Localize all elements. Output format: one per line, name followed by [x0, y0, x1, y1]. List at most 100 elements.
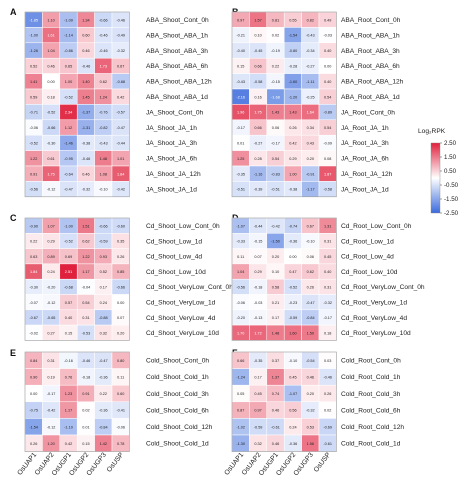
cell-value-label: 0.85	[117, 270, 124, 274]
row-label: Cold_Shoot_Cold_6h	[146, 407, 209, 414]
cell-value-label: -0.46	[82, 359, 91, 363]
panel-c: C -0.90 1.07 -1.00 1.51 -0.66 -0.60 Cd_Shoot_Lo…	[10, 213, 233, 341]
cell-value-label: 1.37	[272, 376, 279, 380]
cell-value-label: -1.46	[64, 142, 73, 146]
cell-value-label: -1.54	[29, 425, 38, 429]
cell-value-label: 1.12	[65, 126, 72, 130]
cell-value-label: -0.42	[271, 224, 280, 228]
row-label: ABA_Root_ABA_12h	[341, 79, 404, 86]
cell-value-label: 0.52	[30, 65, 37, 69]
cell-value-label: 0.54	[82, 301, 89, 305]
cell-value-label: -0.32	[306, 409, 315, 413]
cell-value-label: 0.31	[324, 285, 331, 289]
cell-value-label: -0.30	[47, 142, 56, 146]
cell-value-label: -1.85	[29, 18, 38, 22]
cell-value-label: 0.27	[47, 331, 54, 335]
row-label: Cold_Root_Cold_6h	[341, 407, 401, 414]
cell-value-label: -0.67	[29, 316, 38, 320]
row-label: Cold_Shoot_Cold_3h	[146, 391, 209, 398]
cell-value-label: 0.46	[47, 65, 54, 69]
cell-value-label: -0.84	[306, 316, 315, 320]
row-label: ABA_Shoot_ABA_3h	[146, 48, 208, 55]
cell-value-label: 0.16	[254, 95, 261, 99]
cell-value-label: 0.80	[117, 359, 124, 363]
cell-value-label: 0.11	[237, 255, 244, 259]
panel-frame	[24, 351, 130, 452]
row-label: JA_Shoot_JA_6h	[146, 156, 197, 163]
cell-value-label: -0.12	[47, 188, 56, 192]
row-label: JA_Root_JA_12h	[341, 171, 393, 178]
cell-value-label: 0.55	[289, 18, 296, 22]
cell-value-label: 1.48	[100, 157, 107, 161]
cell-value-label: 1.57	[254, 18, 261, 22]
cell-value-label: 1.75	[254, 111, 261, 115]
cell-value-label: 0.31	[82, 316, 89, 320]
row-label: Cold_Root_Cont_0h	[341, 358, 401, 365]
cell-value-label: -0.39	[254, 188, 263, 192]
cell-value-label: -0.49	[116, 34, 125, 38]
cell-value-label: 1.48	[272, 331, 279, 335]
cell-value-label: 1.23	[65, 392, 72, 396]
cell-value-label: -1.00	[29, 34, 38, 38]
cell-value-label: -1.24	[236, 376, 245, 380]
cell-value-label: -0.17	[47, 392, 56, 396]
row-label: Cold_Shoot_Cont_0h	[146, 358, 209, 365]
cell-value-label: -0.40	[236, 49, 245, 53]
row-label: JA_Root_Cont_0h	[341, 109, 395, 116]
cell-value-label: 1.60	[289, 331, 296, 335]
cell-value-label: -1.50	[271, 240, 280, 244]
row-label: Cd_Root_VeryLow_1d	[341, 299, 407, 306]
cell-value-label: -0.47	[99, 359, 108, 363]
cell-value-label: -0.56	[236, 285, 245, 289]
cell-value-label: 1.25	[237, 157, 244, 161]
cell-value-label: 0.46	[272, 409, 279, 413]
cell-value-label: 1.22	[82, 255, 89, 259]
cell-value-label: 0.66	[254, 65, 261, 69]
cell-value-label: 1.34	[82, 18, 89, 22]
cell-value-label: 1.00	[289, 172, 296, 176]
cell-value-label: 0.17	[254, 376, 261, 380]
panel-e: E 0.84 0.31 -0.16 -0.46 -0.47 0.80 Cold_Shoot_C…	[10, 348, 213, 452]
cell-value-label: -0.42	[47, 409, 56, 413]
cell-value-label: 0.20	[307, 157, 314, 161]
cell-value-label: 0.63	[30, 255, 37, 259]
cell-value-label: 1.61	[47, 34, 54, 38]
cell-value-label: -0.64	[64, 172, 73, 176]
cell-value-label: -0.66	[47, 126, 56, 130]
cell-value-label: 0.17	[272, 316, 279, 320]
cell-value-label: 0.67	[117, 65, 124, 69]
cell-value-label: 0.34	[307, 126, 314, 130]
cell-value-label: -0.27	[254, 142, 263, 146]
cell-value-label: -0.36	[99, 376, 108, 380]
cell-value-label: 0.26	[307, 285, 314, 289]
cell-value-label: 0.01	[237, 142, 244, 146]
cell-value-label: 0.20	[117, 331, 124, 335]
cell-value-label: 0.91	[30, 172, 37, 176]
cell-value-label: -0.06	[116, 425, 125, 429]
cell-value-label: 1.70	[237, 331, 244, 335]
row-label: ABA_Root_ABA_6h	[341, 63, 400, 70]
row-label: Cd_Root_Low_Cont_0h	[341, 223, 412, 230]
panel-a: A -1.85 1.10 -1.09 1.34 -0.66 -0.46 ABA_Shoot_C…	[10, 7, 212, 198]
cell-value-label: 0.43	[307, 142, 314, 146]
cell-value-label: -2.16	[236, 95, 245, 99]
cell-value-label: 1.04	[237, 270, 244, 274]
cell-value-label: 0.20	[272, 255, 279, 259]
cell-value-label: 0.69	[65, 255, 72, 259]
cell-value-label: -0.61	[323, 442, 332, 446]
cell-value-label: -0.43	[99, 142, 108, 146]
row-label: Cd_Root_Low_4d	[341, 254, 394, 261]
cell-value-label: 0.22	[30, 240, 37, 244]
legend-tick-label: -1.50	[444, 196, 459, 203]
cell-value-label: 0.00	[324, 65, 331, 69]
cell-value-label: 0.02	[324, 409, 331, 413]
cell-value-label: -1.17	[306, 188, 315, 192]
row-label: JA_Shoot_Cont_0h	[146, 109, 204, 116]
cell-value-label: -0.17	[271, 142, 280, 146]
cell-value-label: 0.29	[47, 240, 54, 244]
cell-value-label: 0.65	[65, 65, 72, 69]
row-label: JA_Root_JA_6h	[341, 156, 389, 163]
cell-value-label: 0.29	[289, 157, 296, 161]
cell-value-label: 0.60	[117, 392, 124, 396]
cell-value-label: -0.35	[254, 359, 263, 363]
